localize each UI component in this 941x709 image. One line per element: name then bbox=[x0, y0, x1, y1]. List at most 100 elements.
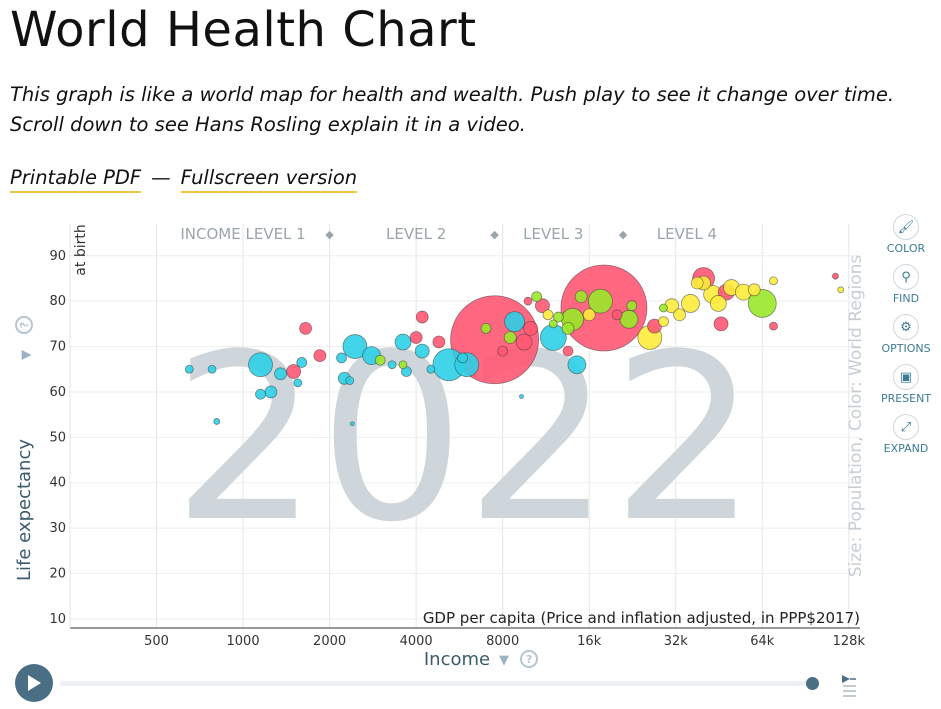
page-title: World Health Chart bbox=[10, 2, 477, 58]
search-icon: ⚲ bbox=[893, 264, 919, 290]
bubble[interactable] bbox=[747, 289, 777, 318]
time-slider-handle[interactable] bbox=[806, 677, 820, 690]
bubble[interactable] bbox=[409, 331, 423, 344]
bubble[interactable] bbox=[342, 334, 368, 359]
tool-label: OPTIONS bbox=[881, 342, 931, 355]
bubble[interactable] bbox=[658, 316, 669, 327]
bubble[interactable] bbox=[562, 345, 574, 357]
y-tick-label: 60 bbox=[49, 385, 66, 400]
bubble[interactable] bbox=[374, 354, 386, 366]
speed-control-icon[interactable] bbox=[840, 672, 858, 702]
bubble[interactable] bbox=[296, 357, 308, 368]
bubble[interactable] bbox=[619, 309, 639, 329]
bubble[interactable] bbox=[426, 364, 436, 374]
bubble[interactable] bbox=[531, 291, 543, 303]
bubble[interactable] bbox=[582, 308, 596, 322]
bubble[interactable] bbox=[432, 335, 446, 349]
y-axis-ticks: 10 20 30 40 50 60 70 80 90 bbox=[49, 249, 66, 627]
bubble[interactable] bbox=[293, 378, 303, 388]
bubble[interactable] bbox=[349, 421, 355, 427]
bubble[interactable] bbox=[398, 360, 408, 370]
bubble[interactable] bbox=[552, 311, 564, 323]
tool-present[interactable]: ▣ PRESENT bbox=[880, 364, 932, 405]
bubble[interactable] bbox=[548, 319, 558, 329]
bubble[interactable] bbox=[394, 333, 412, 351]
x-axis-dropdown-icon[interactable]: ▼ bbox=[499, 653, 509, 668]
bubble[interactable] bbox=[659, 303, 668, 313]
bubble[interactable] bbox=[574, 290, 588, 304]
bubble[interactable] bbox=[519, 394, 524, 399]
x-tick-label: 32k bbox=[664, 634, 689, 649]
bubble[interactable] bbox=[769, 321, 778, 331]
bubble[interactable] bbox=[480, 323, 492, 334]
size-color-label[interactable]: Size: Population, Color: World Regions bbox=[846, 255, 866, 578]
x-axis-help-icon[interactable]: ? bbox=[520, 650, 538, 668]
bubble[interactable] bbox=[497, 345, 509, 357]
link-separator: — bbox=[151, 166, 171, 189]
bubble[interactable] bbox=[769, 276, 778, 286]
bubble[interactable] bbox=[561, 322, 575, 335]
bubble[interactable] bbox=[523, 296, 533, 306]
x-tick-label: 64k bbox=[750, 634, 775, 649]
bubble[interactable] bbox=[264, 385, 278, 399]
bubble[interactable] bbox=[414, 343, 430, 359]
tool-expand[interactable]: ⤢ EXPAND bbox=[880, 414, 932, 455]
bubble[interactable] bbox=[681, 294, 700, 313]
bubble[interactable] bbox=[611, 309, 623, 321]
bubble[interactable] bbox=[690, 276, 704, 290]
bubble[interactable] bbox=[299, 322, 312, 335]
x-tick-label: 2000 bbox=[313, 634, 346, 649]
income-level-label: LEVEL 2 bbox=[386, 225, 446, 243]
tool-label: PRESENT bbox=[880, 392, 932, 405]
bubble[interactable] bbox=[184, 364, 194, 374]
y-tick-label: 90 bbox=[49, 249, 66, 264]
bubble[interactable] bbox=[523, 321, 538, 336]
bubble[interactable] bbox=[504, 311, 525, 332]
bubble[interactable] bbox=[213, 418, 221, 425]
bubble[interactable] bbox=[837, 286, 845, 294]
bubble[interactable] bbox=[248, 352, 273, 378]
bubble[interactable] bbox=[274, 367, 287, 381]
bubble[interactable] bbox=[313, 349, 327, 363]
y-axis-help-icon[interactable]: ? bbox=[15, 316, 33, 334]
bubble[interactable] bbox=[503, 331, 517, 344]
income-level-divider-icon: ◆ bbox=[490, 228, 499, 241]
bubble[interactable] bbox=[709, 295, 727, 312]
bubble[interactable] bbox=[345, 376, 355, 386]
bubble[interactable] bbox=[567, 355, 587, 375]
bubble[interactable] bbox=[515, 333, 533, 351]
income-level-label: INCOME LEVEL 1 bbox=[180, 225, 305, 243]
tool-color[interactable]: 🖌 COLOR bbox=[880, 214, 932, 255]
bubble[interactable] bbox=[713, 316, 729, 332]
bubble[interactable] bbox=[626, 300, 638, 312]
bubble[interactable] bbox=[747, 283, 761, 297]
time-slider-track[interactable] bbox=[60, 681, 820, 686]
bubble[interactable] bbox=[387, 360, 397, 370]
bubble[interactable] bbox=[587, 288, 613, 314]
bubble[interactable] bbox=[832, 272, 839, 280]
income-level-divider-icon: ◆ bbox=[325, 228, 334, 241]
y-axis-sublabel: at birth bbox=[73, 224, 89, 275]
y-axis-label[interactable]: Life expectancy bbox=[14, 439, 35, 581]
x-tick-label: 8000 bbox=[486, 634, 519, 649]
bubble[interactable] bbox=[415, 310, 429, 324]
tool-options[interactable]: ⚙ OPTIONS bbox=[880, 314, 932, 355]
play-button[interactable] bbox=[15, 664, 53, 702]
present-icon: ▣ bbox=[893, 364, 919, 390]
bubble[interactable] bbox=[457, 352, 468, 364]
bubble[interactable] bbox=[535, 298, 550, 314]
bubble[interactable] bbox=[255, 388, 266, 400]
bubble[interactable] bbox=[336, 352, 347, 364]
bubble[interactable] bbox=[207, 364, 217, 374]
tool-label: EXPAND bbox=[883, 442, 929, 455]
x-axis-label[interactable]: Income bbox=[424, 649, 490, 670]
bubble[interactable] bbox=[286, 364, 302, 379]
income-level-label: LEVEL 4 bbox=[657, 225, 717, 243]
bubble[interactable] bbox=[542, 309, 554, 321]
y-axis-dropdown-icon[interactable]: ▼ bbox=[19, 350, 34, 360]
bubble[interactable] bbox=[673, 308, 686, 322]
fullscreen-link[interactable]: Fullscreen version bbox=[180, 166, 358, 193]
tool-find[interactable]: ⚲ FIND bbox=[880, 264, 932, 305]
printable-pdf-link[interactable]: Printable PDF bbox=[10, 166, 142, 193]
links-row: Printable PDF — Fullscreen version bbox=[10, 166, 358, 193]
